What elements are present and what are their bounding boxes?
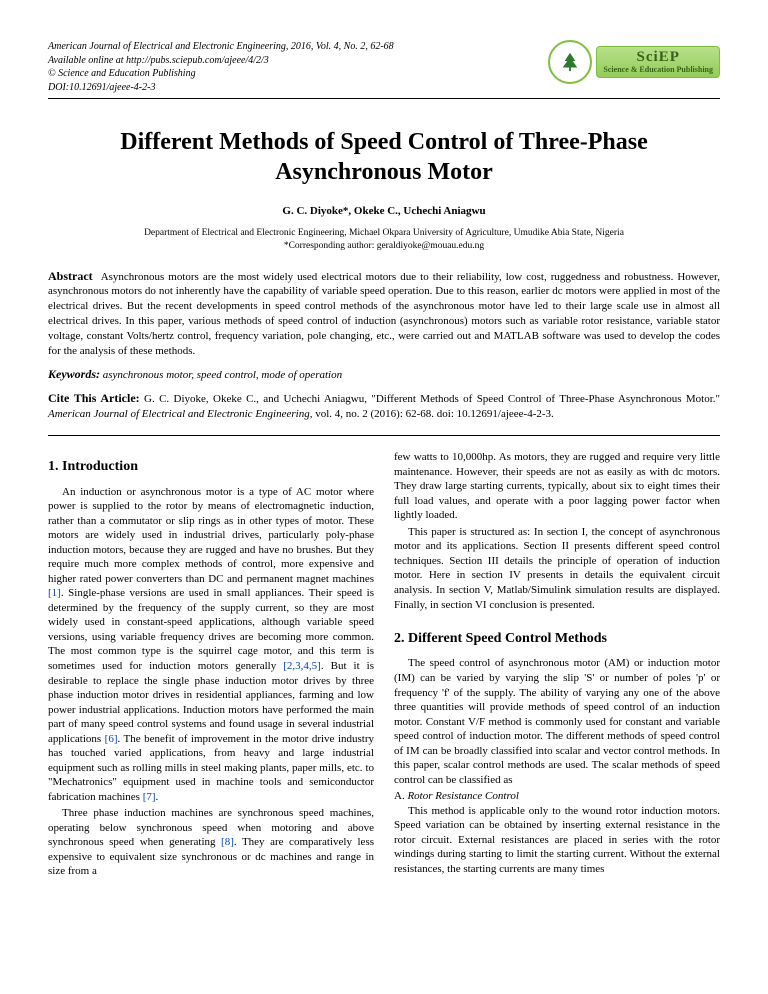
journal-metadata: American Journal of Electrical and Elect…	[48, 40, 394, 94]
ref-7[interactable]: [7]	[143, 791, 156, 803]
section-1-heading: 1. Introduction	[48, 458, 374, 476]
s1-p2: Three phase induction machines are synch…	[48, 806, 374, 879]
abstract: Abstract Asynchronous motors are the mos…	[48, 268, 720, 359]
affiliation: Department of Electrical and Electronic …	[48, 227, 720, 240]
keywords-text: asynchronous motor, speed control, mode …	[103, 369, 342, 381]
s2-p2: This method is applicable only to the wo…	[394, 804, 720, 877]
keywords: Keywords: asynchronous motor, speed cont…	[48, 367, 720, 382]
page-header: American Journal of Electrical and Elect…	[48, 40, 720, 94]
corresponding-author: *Corresponding author: geraldiyoke@mouau…	[48, 240, 720, 253]
cite-journal: American Journal of Electrical and Elect…	[48, 408, 310, 420]
publisher-logo: SciEP Science & Education Publishing	[548, 40, 720, 84]
abstract-label: Abstract	[48, 269, 93, 283]
ref-1[interactable]: [1]	[48, 587, 61, 599]
logo-text-box: SciEP Science & Education Publishing	[596, 46, 720, 77]
affiliation-block: Department of Electrical and Electronic …	[48, 227, 720, 254]
keywords-label: Keywords:	[48, 367, 100, 381]
ref-6[interactable]: [6]	[105, 733, 118, 745]
copyright-line: © Science and Education Publishing	[48, 67, 394, 81]
doi-line: DOI:10.12691/ajeee-4-2-3	[48, 81, 394, 95]
s2-p1: The speed control of asynchronous motor …	[394, 656, 720, 787]
article-title: Different Methods of Speed Control of Th…	[48, 127, 720, 187]
cite-article: Cite This Article: G. C. Diyoke, Okeke C…	[48, 390, 720, 422]
cite-pre: G. C. Diyoke, Okeke C., and Uchechi Ania…	[144, 393, 720, 405]
section-2-heading: 2. Different Speed Control Methods	[394, 630, 720, 648]
ref-2-5[interactable]: [2,3,4,5]	[283, 660, 321, 672]
authors: G. C. Diyoke*, Okeke C., Uchechi Aniagwu	[48, 205, 720, 217]
col2-p1: few watts to 10,000hp. As motors, they a…	[394, 450, 720, 523]
two-column-body: 1. Introduction An induction or asynchro…	[48, 450, 720, 880]
journal-line: American Journal of Electrical and Elect…	[48, 40, 394, 54]
cite-post: , vol. 4, no. 2 (2016): 62-68. doi: 10.1…	[310, 408, 554, 420]
abstract-text: Asynchronous motors are the most widely …	[48, 271, 720, 357]
logo-sub: Science & Education Publishing	[603, 66, 713, 75]
logo-brand: SciEP	[603, 49, 713, 66]
url-line: Available online at http://pubs.sciepub.…	[48, 54, 394, 68]
ref-8[interactable]: [8]	[221, 836, 234, 848]
left-column: 1. Introduction An induction or asynchro…	[48, 450, 374, 880]
logo-tree-icon	[548, 40, 592, 84]
header-rule	[48, 98, 720, 99]
cite-label: Cite This Article:	[48, 391, 140, 405]
s2-subhead-a: A. Rotor Resistance Control	[394, 789, 720, 804]
col2-p2: This paper is structured as: In section …	[394, 525, 720, 612]
right-column: few watts to 10,000hp. As motors, they a…	[394, 450, 720, 880]
s1-p1: An induction or asynchronous motor is a …	[48, 485, 374, 804]
section-rule	[48, 435, 720, 436]
